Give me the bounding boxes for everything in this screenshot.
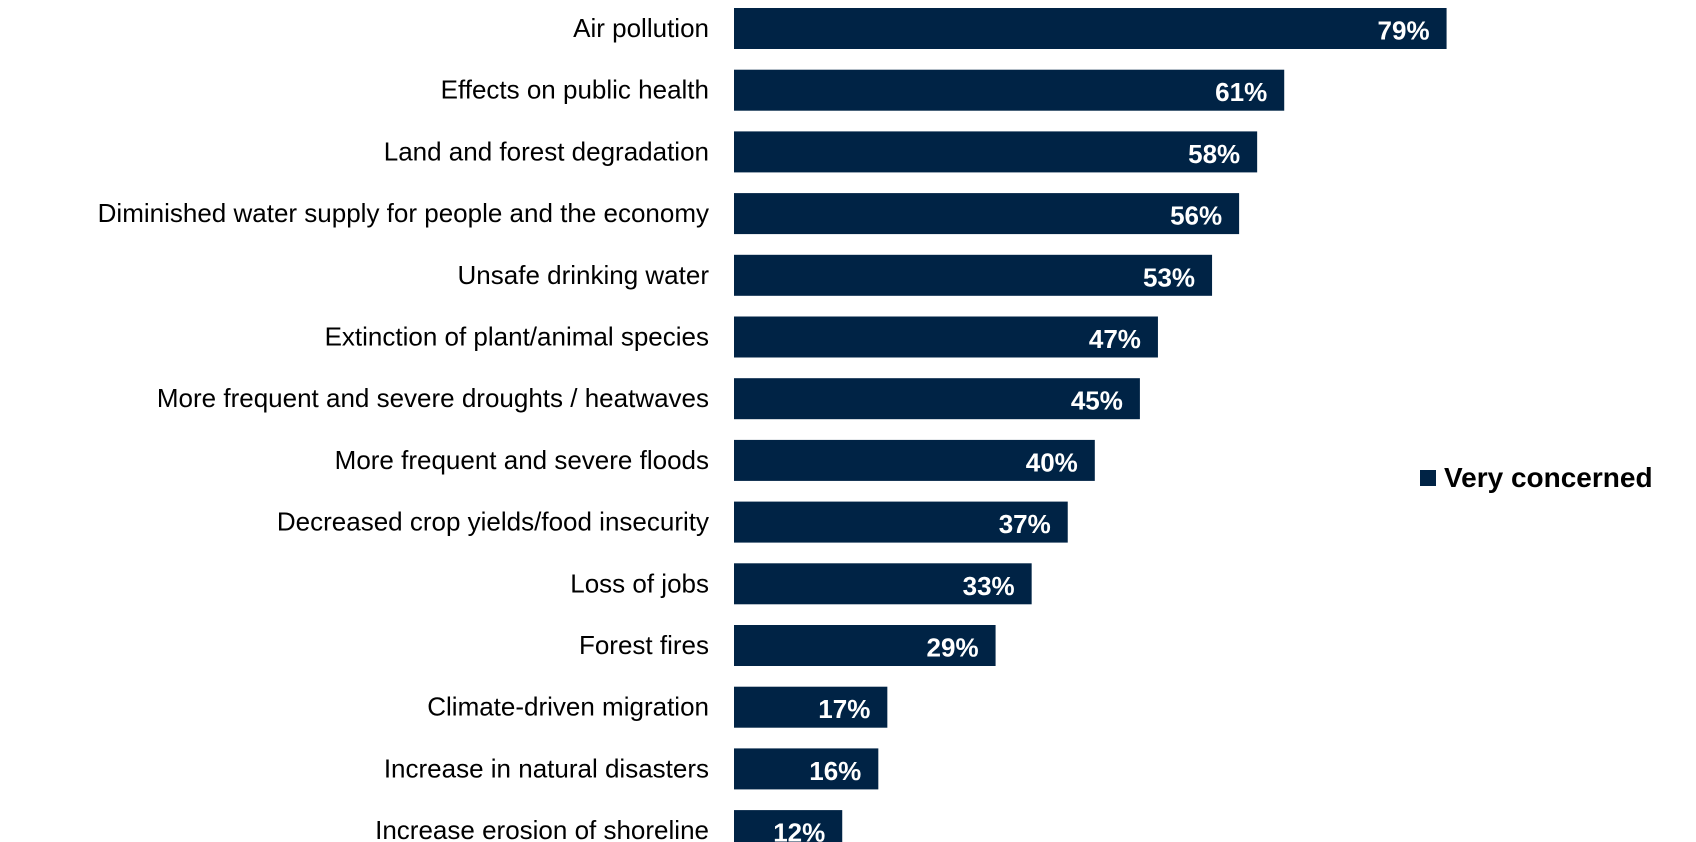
data-label: 29% — [927, 633, 979, 663]
data-label: 33% — [963, 571, 1015, 601]
data-label: 58% — [1188, 139, 1240, 169]
bar — [734, 748, 879, 790]
legend-label: Very concerned — [1444, 462, 1653, 493]
category-label: Extinction of plant/animal species — [325, 322, 709, 352]
data-label: 56% — [1170, 201, 1222, 231]
category-label: Increase in natural disasters — [384, 753, 709, 783]
data-label: 40% — [1026, 447, 1078, 477]
category-label: Effects on public health — [441, 75, 709, 105]
bar — [734, 563, 1032, 605]
category-label: More frequent and severe droughts / heat… — [157, 383, 709, 413]
category-label: Air pollution — [573, 13, 709, 43]
bar — [734, 69, 1285, 111]
data-label: 17% — [818, 694, 870, 724]
category-label: More frequent and severe floods — [335, 445, 709, 475]
bar — [734, 439, 1095, 481]
category-label: Increase erosion of shoreline — [375, 815, 709, 842]
category-label: Forest fires — [579, 630, 709, 660]
bar — [734, 378, 1140, 420]
category-label: Loss of jobs — [570, 568, 709, 598]
data-label: 12% — [773, 818, 825, 842]
data-label: 79% — [1378, 16, 1430, 46]
bar — [734, 501, 1068, 543]
bar — [734, 625, 996, 666]
legend: Very concerned — [1420, 462, 1653, 494]
bar — [734, 193, 1240, 235]
category-label: Unsafe drinking water — [458, 260, 710, 290]
category-label: Climate-driven migration — [427, 692, 709, 722]
data-label: 45% — [1071, 386, 1123, 416]
data-label: 16% — [809, 756, 861, 786]
data-label: 61% — [1215, 77, 1267, 107]
data-label: 37% — [999, 509, 1051, 539]
bar — [734, 810, 843, 842]
legend-swatch — [1420, 470, 1436, 486]
category-labels-group: Air pollution Effects on public health Lan… — [98, 13, 710, 842]
bar — [734, 686, 888, 728]
bar — [734, 254, 1213, 296]
bar — [734, 131, 1258, 173]
bars-group — [734, 8, 1447, 842]
category-label: Diminished water supply for people and t… — [98, 198, 709, 228]
bar — [734, 316, 1158, 358]
category-label: Decreased crop yields/food insecurity — [277, 507, 709, 537]
value-labels-group: 79% 61% 58% 56% 53% 47% 45% 40% 37% 33% 29% 17% 16% 1… — [773, 16, 1429, 842]
data-label: 53% — [1143, 262, 1195, 292]
bar — [734, 8, 1447, 49]
data-label: 47% — [1089, 324, 1141, 354]
category-label: Land and forest degradation — [384, 136, 709, 166]
